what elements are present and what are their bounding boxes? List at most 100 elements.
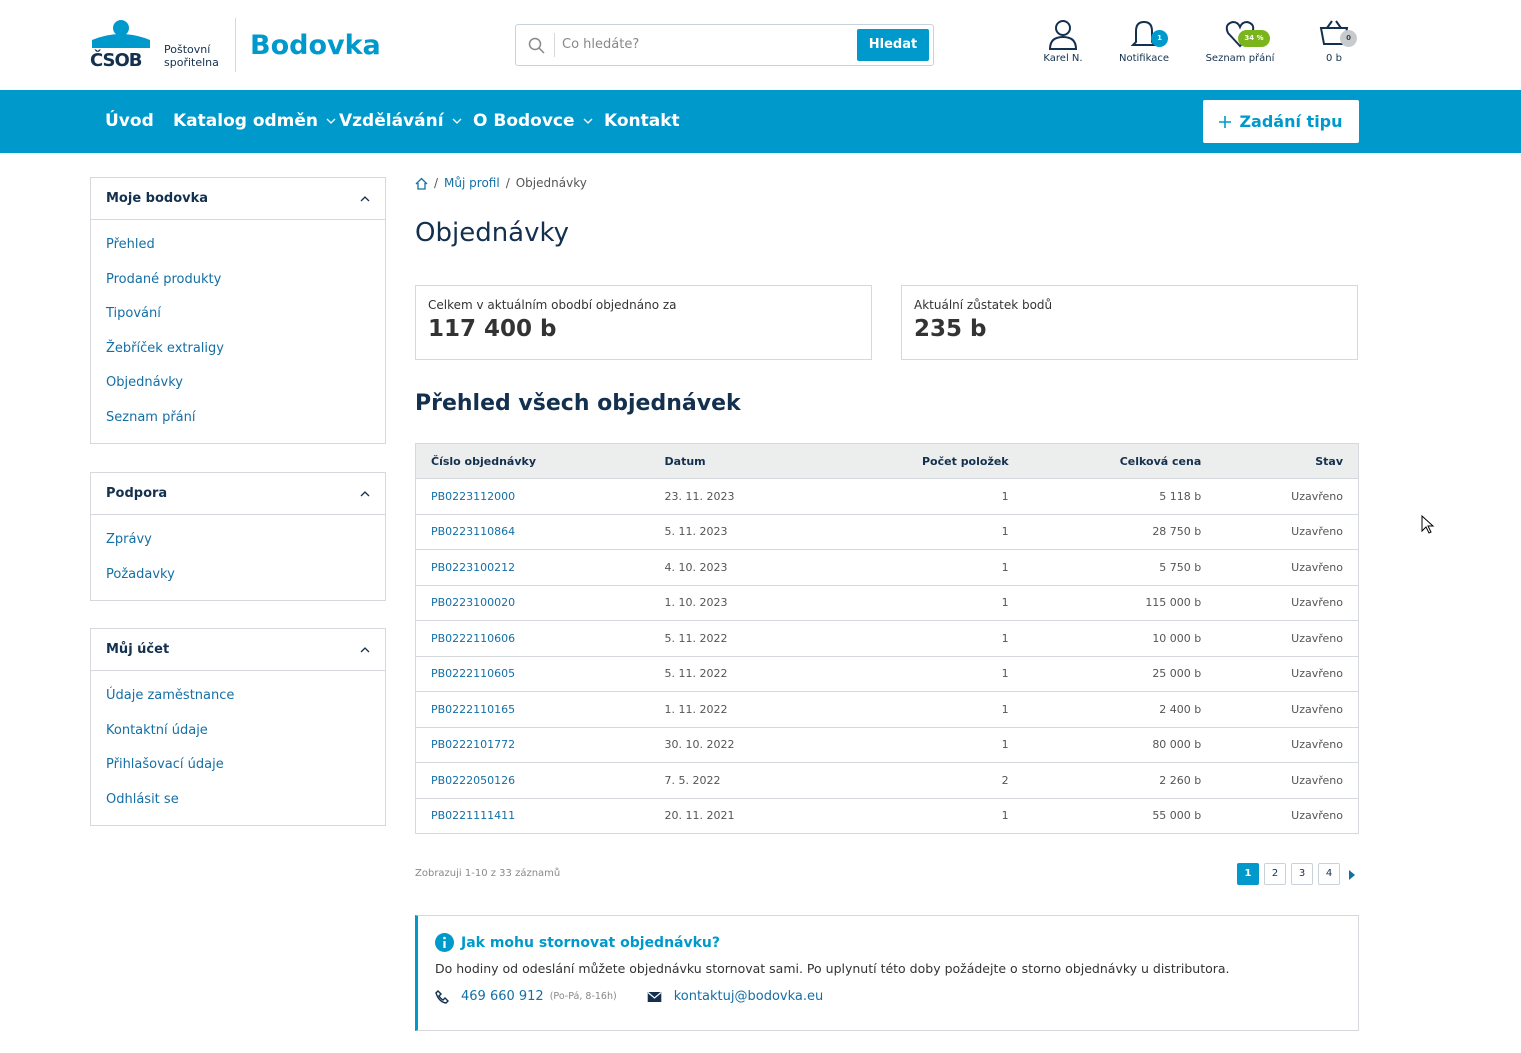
sidebar-link[interactable]: Požadavky xyxy=(106,566,175,582)
table-cell: 1. 11. 2022 xyxy=(649,691,823,727)
wishlist-link[interactable]: 34 % Seznam přání xyxy=(1200,18,1280,64)
sidebar-link[interactable]: Odhlásit se xyxy=(106,791,179,807)
chevron xyxy=(452,118,462,124)
table-cell: 30. 10. 2022 xyxy=(649,726,823,763)
user-icon xyxy=(1048,20,1078,50)
table-cell: 5 118 b xyxy=(1023,478,1217,514)
sidebar-link[interactable]: Údaje zaměstnance xyxy=(106,688,235,703)
table-cell: 25 000 b xyxy=(1023,655,1217,692)
page-button[interactable]: 2 xyxy=(1264,863,1286,885)
sidebar-box: Můj účet Údaje zaměstnance Kontaktní údaje… xyxy=(90,628,386,826)
table-cell: PB0221111411 xyxy=(415,797,650,834)
logo-sub-1: Poštovní xyxy=(164,43,211,56)
table-cell: 20. 11. 2021 xyxy=(649,797,823,834)
notifications-link[interactable]: 1 Notifikace xyxy=(1104,18,1184,64)
header: ČSOB Poštovní spořitelna Bodovka Co hled… xyxy=(0,0,1521,90)
breadcrumb: / Můj profil / Objednávky xyxy=(415,176,587,190)
table-cell: Uzavřeno xyxy=(1216,513,1359,550)
sidebar-header[interactable]: Moje bodovka xyxy=(91,178,385,220)
sidebar-header[interactable]: Podpora xyxy=(91,473,385,515)
breadcrumb-sep: / xyxy=(505,176,510,190)
cart-badge: 0 xyxy=(1340,30,1357,47)
order-link[interactable]: PB0223110864 xyxy=(431,525,516,539)
sidebar-link[interactable]: Prodané produkty xyxy=(106,271,222,287)
nav-item[interactable]: Katalog odměn xyxy=(173,90,336,153)
sidebar-link[interactable]: Přihlašovací údaje xyxy=(106,757,224,772)
search-button[interactable]: Hledat xyxy=(857,29,929,61)
info-title: Jak mohu stornovat objednávku? xyxy=(461,934,721,951)
search-placeholder: Co hledáte? xyxy=(562,37,640,52)
page-button[interactable]: 1 xyxy=(1237,863,1259,885)
table-cell: 80 000 b xyxy=(1023,726,1217,763)
nav-item[interactable]: Úvod xyxy=(105,90,154,153)
table-cell: 115 000 b xyxy=(1023,584,1217,621)
cta-button[interactable]: Zadání tipu xyxy=(1203,100,1359,143)
order-link[interactable]: PB0222110165 xyxy=(431,702,516,716)
sidebar-header[interactable]: Můj účet xyxy=(91,629,385,671)
sidebar-link[interactable]: Objednávky xyxy=(106,375,184,390)
sidebar-link[interactable]: Seznam přání xyxy=(106,409,196,425)
order-link[interactable]: PB0222050126 xyxy=(431,773,516,787)
order-link[interactable]: PB0222110606 xyxy=(431,631,516,645)
logo-brand: ČSOB xyxy=(90,50,143,71)
table-cell: 1. 10. 2023 xyxy=(649,584,823,621)
home-icon[interactable] xyxy=(415,177,428,190)
site-name[interactable]: Bodovka xyxy=(250,30,381,61)
table-row: PB0223110864 5. 11. 2023 1 28 750 b Uzavřeno xyxy=(415,513,1359,550)
order-link[interactable]: PB0221111411 xyxy=(431,809,516,823)
logo-icon xyxy=(92,20,150,48)
table-row: PB0222110165 1. 11. 2022 1 2 400 b Uzavřeno xyxy=(415,691,1359,727)
info-text: Do hodiny od odeslání můžete objednávku … xyxy=(435,961,1230,976)
sidebar-link[interactable]: Přehled xyxy=(106,237,155,252)
sidebar-title: Moje bodovka xyxy=(106,191,209,206)
nav-item[interactable]: O Bodovce xyxy=(473,90,593,153)
cart-label: 0 b xyxy=(1326,53,1342,64)
table-header: Číslo objednávky Datum Počet položek Celkov… xyxy=(415,443,1359,479)
logo-sub-2: spořitelna xyxy=(164,56,219,69)
stat-value: 117 400 b xyxy=(428,316,557,342)
chevron xyxy=(326,118,336,124)
phone-icon xyxy=(435,989,449,1004)
page-button[interactable]: 4 xyxy=(1318,863,1340,885)
sidebar-box: Moje bodovka Přehled Prodané produkty Tipov… xyxy=(90,177,386,444)
sidebar-link[interactable]: Kontaktní údaje xyxy=(106,722,208,738)
table-cell: 1 xyxy=(822,549,1024,585)
column-header: Číslo objednávky xyxy=(415,443,650,479)
table-cell: 23. 11. 2023 xyxy=(649,478,823,514)
nav-item[interactable]: Kontakt xyxy=(604,90,680,153)
sidebar-link[interactable]: Zprávy xyxy=(106,532,152,547)
chevron xyxy=(360,196,370,202)
cart-link[interactable]: 0 0 b xyxy=(1294,18,1374,64)
page-button[interactable]: 3 xyxy=(1291,863,1313,885)
order-link[interactable]: PB0223100212 xyxy=(431,560,516,574)
stat-card: Celkem v aktuálním obodbí objednáno za 1… xyxy=(415,285,872,360)
order-link[interactable]: PB0222110605 xyxy=(431,667,516,681)
table-row: PB0223100020 1. 10. 2023 1 115 000 b Uzavřen… xyxy=(415,584,1359,621)
info-hours: (Po-Pá, 8-16h) xyxy=(549,991,617,1002)
table-cell: PB0223110864 xyxy=(415,513,650,550)
table-row: PB0222110606 5. 11. 2022 1 10 000 b Uzavřeno xyxy=(415,620,1359,656)
order-link[interactable]: PB0223100020 xyxy=(431,596,516,610)
info-icon xyxy=(435,933,454,952)
table-cell: 1 xyxy=(822,797,1024,834)
sidebar-link[interactable]: Tipování xyxy=(106,306,161,321)
table-cell: 1 xyxy=(822,513,1024,550)
breadcrumb-link[interactable]: Můj profil xyxy=(444,176,500,190)
info-phone[interactable]: 469 660 912 xyxy=(461,989,544,1004)
next-page[interactable] xyxy=(1347,869,1357,881)
table-cell: 1 xyxy=(822,655,1024,692)
sidebar-links: Údaje zaměstnance Kontaktní údaje Přihlašo… xyxy=(91,671,385,825)
table-cell: PB0223112000 xyxy=(415,478,650,514)
info-email[interactable]: kontaktuj@bodovka.eu xyxy=(673,989,824,1004)
order-link[interactable]: PB0223112000 xyxy=(431,489,516,503)
chevron xyxy=(583,118,593,124)
search-box[interactable]: Co hledáte? Hledat xyxy=(515,24,934,66)
sidebar-link[interactable]: Žebříček extraligy xyxy=(106,340,224,356)
table-cell: PB0222110605 xyxy=(415,655,650,692)
order-link[interactable]: PB0222101772 xyxy=(431,738,516,752)
logo[interactable]: ČSOB xyxy=(90,18,155,71)
user-link[interactable]: Karel N. xyxy=(1023,18,1103,64)
nav-item[interactable]: Vzdělávání xyxy=(339,90,462,153)
